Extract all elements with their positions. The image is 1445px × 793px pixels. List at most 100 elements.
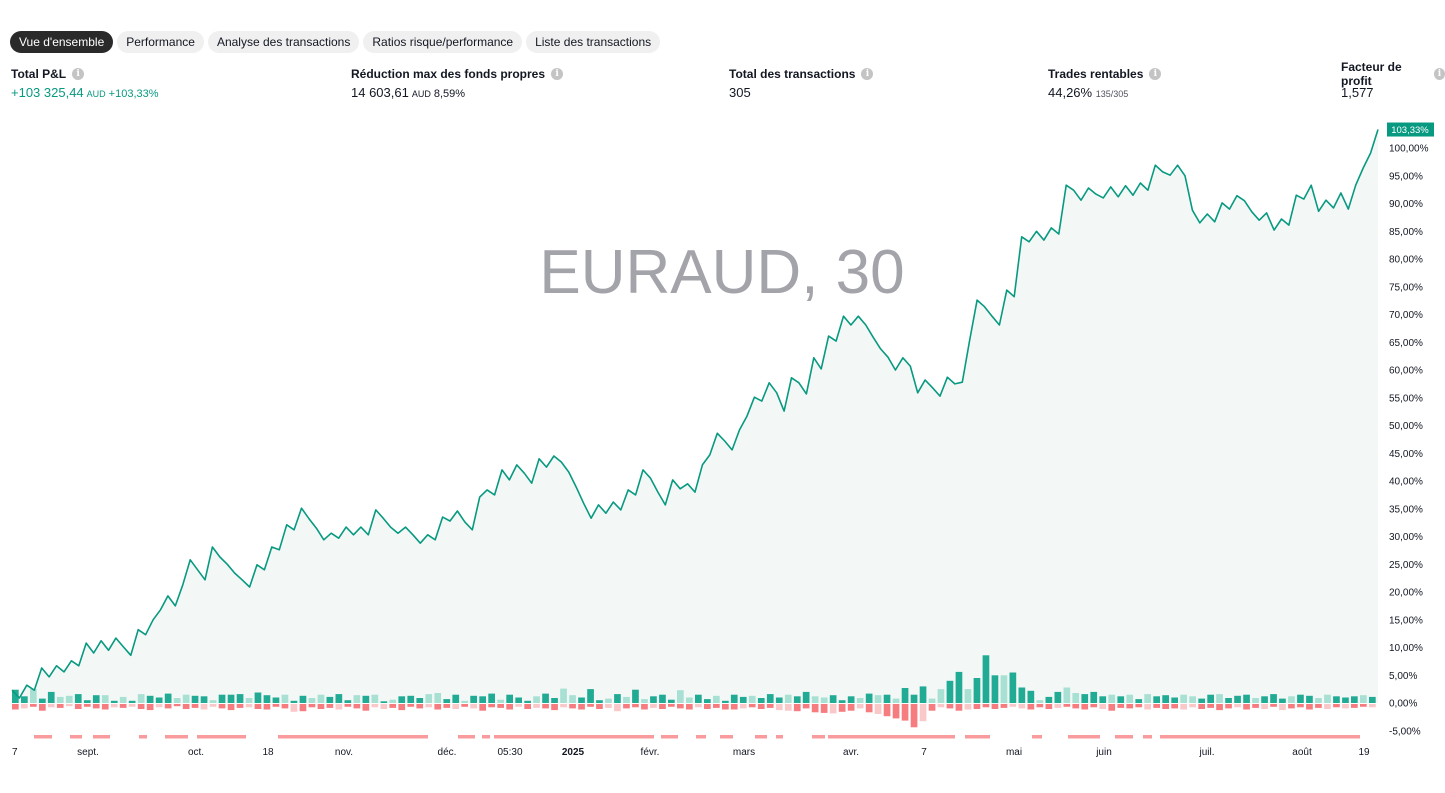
- drawdown-bar: [1108, 704, 1116, 711]
- drawdown-period-segment: [482, 735, 490, 739]
- drawdown-bar: [623, 704, 630, 709]
- drawdown-period-segment: [755, 735, 767, 739]
- drawdown-bar: [299, 704, 307, 712]
- runup-bar: [946, 680, 954, 703]
- drawdown-bar: [542, 704, 549, 709]
- runup-bar: [623, 696, 630, 703]
- x-tick-label: déc.: [438, 747, 457, 758]
- x-tick-label: 19: [1358, 747, 1370, 758]
- drawdown-bar: [1279, 704, 1286, 711]
- info-icon[interactable]: i: [861, 68, 874, 80]
- stat-value: 44,26%: [1048, 85, 1093, 100]
- tab-bar: Vue d'ensemble Performance Analyse des t…: [10, 31, 661, 53]
- x-tick-label: 2025: [562, 747, 585, 758]
- runup-bar: [659, 694, 666, 703]
- info-icon[interactable]: i: [551, 68, 564, 80]
- runup-bar: [191, 695, 199, 703]
- drawdown-bar: [847, 704, 855, 711]
- drawdown-period-segment: [1115, 735, 1133, 739]
- drawdown-bar: [1090, 704, 1098, 708]
- drawdown-bar: [173, 704, 181, 707]
- y-tick-label: 85,00%: [1389, 227, 1423, 238]
- runup-bar: [1234, 695, 1241, 703]
- runup-bar: [704, 699, 711, 703]
- drawdown-bar: [1117, 704, 1125, 708]
- drawdown-bar: [991, 704, 999, 709]
- stat-value: 1,577: [1341, 85, 1374, 100]
- drawdown-period-segment: [494, 735, 654, 739]
- drawdown-period-segment: [139, 735, 147, 739]
- drawdown-bar: [335, 704, 343, 710]
- tab-trade-list[interactable]: Liste des transactions: [526, 31, 661, 53]
- runup-bar: [497, 699, 504, 703]
- x-tick-label: avr.: [843, 747, 859, 758]
- runup-bar: [587, 689, 594, 703]
- info-icon[interactable]: i: [72, 68, 85, 80]
- runup-bar: [668, 699, 675, 703]
- runup-bar: [1027, 690, 1035, 703]
- equity-area: [12, 129, 1378, 703]
- drawdown-bar: [1252, 704, 1259, 708]
- drawdown-period-segment: [197, 735, 246, 739]
- drawdown-bar: [74, 704, 82, 709]
- runup-bar: [1090, 691, 1098, 703]
- y-tick-label: 90,00%: [1389, 199, 1423, 210]
- info-icon[interactable]: i: [1149, 68, 1162, 80]
- y-tick-label: 30,00%: [1389, 532, 1423, 543]
- runup-bar: [677, 690, 684, 703]
- drawdown-bar: [389, 704, 397, 708]
- runup-bar: [811, 696, 819, 703]
- runup-bar: [1036, 700, 1044, 703]
- runup-bar: [173, 698, 181, 703]
- drawdown-bar: [713, 704, 720, 708]
- drawdown-bar: [596, 704, 603, 709]
- runup-bar: [317, 694, 325, 703]
- drawdown-bar: [398, 704, 406, 711]
- stat-value: 305: [729, 85, 751, 100]
- runup-bar: [982, 655, 990, 703]
- drawdown-bar: [506, 704, 513, 710]
- y-tick-label: 55,00%: [1389, 393, 1423, 404]
- runup-bar: [1081, 694, 1089, 703]
- drawdown-bar: [1027, 704, 1035, 710]
- drawdown-bar: [533, 704, 540, 708]
- runup-bar: [434, 693, 442, 703]
- stat-label: Trades rentables: [1048, 67, 1144, 81]
- info-icon[interactable]: i: [1433, 68, 1445, 80]
- stat-profitable-trades: Trades rentables i 44,26% 135/305: [1048, 66, 1162, 100]
- runup-bar: [137, 694, 145, 703]
- runup-bar: [766, 694, 774, 703]
- runup-bar: [955, 671, 963, 703]
- drawdown-bar: [1162, 704, 1169, 709]
- tab-risk-ratios[interactable]: Ratios risque/performance: [363, 31, 523, 53]
- drawdown-bar: [362, 704, 370, 711]
- x-tick-label: févr.: [641, 747, 660, 758]
- runup-bar: [829, 695, 837, 703]
- drawdown-bar: [65, 704, 73, 707]
- drawdown-bar: [1009, 704, 1017, 707]
- x-tick-label: mars: [733, 747, 755, 758]
- drawdown-bar: [461, 704, 468, 707]
- runup-bar: [1270, 694, 1277, 703]
- drawdown-bar: [677, 704, 684, 709]
- drawdown-period-segment: [70, 735, 82, 739]
- drawdown-bar: [964, 704, 972, 710]
- runup-bar: [21, 696, 28, 703]
- runup-bar: [1054, 691, 1062, 703]
- tab-performance[interactable]: Performance: [117, 31, 204, 53]
- drawdown-bar: [955, 704, 963, 711]
- tab-overview[interactable]: Vue d'ensemble: [10, 31, 114, 53]
- drawdown-bar: [137, 704, 145, 709]
- drawdown-period-segment: [776, 735, 783, 739]
- drawdown-bar: [1171, 704, 1178, 709]
- tab-trade-analysis[interactable]: Analyse des transactions: [207, 31, 360, 53]
- runup-bar: [730, 694, 738, 703]
- runup-bar: [865, 693, 873, 703]
- runup-bar: [1351, 696, 1358, 703]
- drawdown-bar: [811, 704, 819, 713]
- drawdown-bar: [344, 704, 352, 707]
- drawdown-bar: [425, 704, 433, 708]
- drawdown-period-segment: [458, 735, 475, 739]
- stat-profit-factor: Facteur de profit i 1,577: [1341, 60, 1445, 100]
